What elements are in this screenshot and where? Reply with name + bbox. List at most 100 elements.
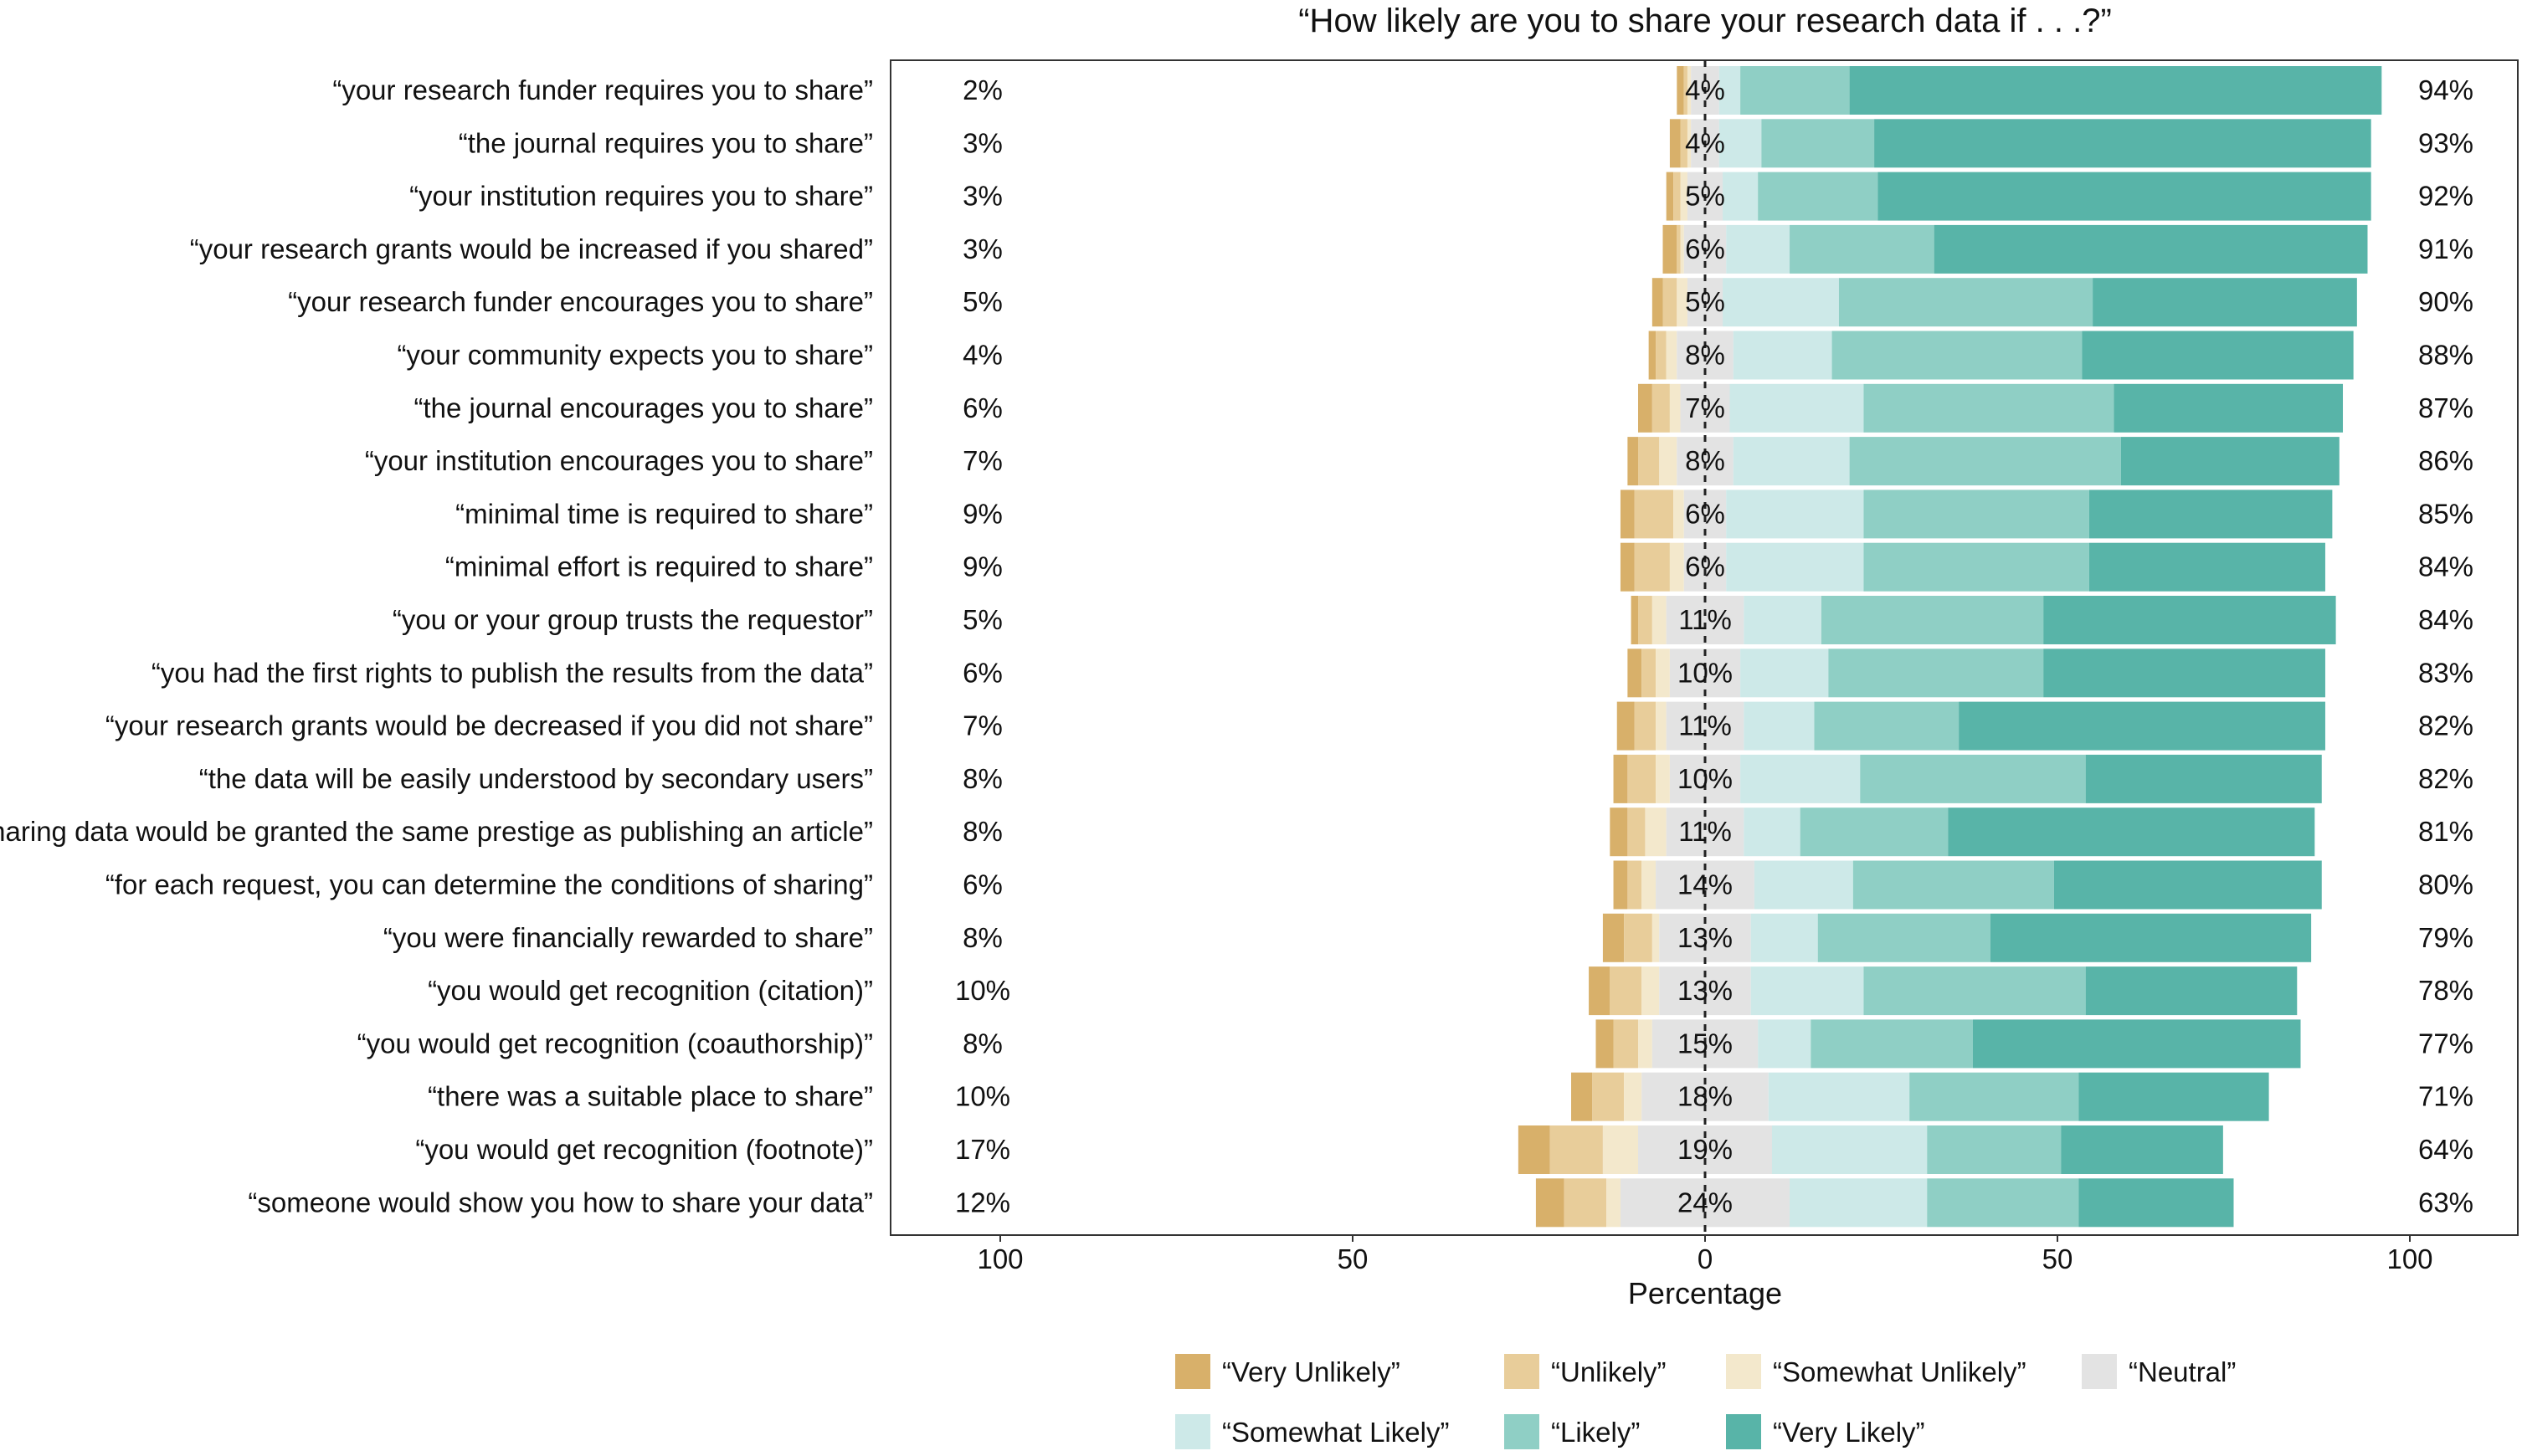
bar-segment <box>1790 224 1934 274</box>
left-percent-label: 4% <box>963 340 1003 371</box>
left-percent-label: 8% <box>963 816 1003 847</box>
bar-segment <box>1606 1178 1621 1228</box>
right-percent-label: 86% <box>2418 445 2473 476</box>
bar-segment <box>1662 224 1677 274</box>
x-tick-label: 50 <box>2042 1243 2073 1274</box>
legend-label: “Likely” <box>1551 1417 1640 1448</box>
bar-segment <box>1754 860 1853 910</box>
center-percent-label: 6% <box>1685 233 1725 264</box>
right-percent-label: 90% <box>2418 286 2473 317</box>
x-tick-label: 0 <box>1698 1243 1713 1274</box>
left-percent-label: 17% <box>955 1134 1010 1165</box>
category-label: “someone would show you how to share you… <box>248 1187 873 1218</box>
bar-segment <box>1740 649 1829 698</box>
category-label: “you would get recognition (footnote)” <box>415 1134 873 1165</box>
right-percent-label: 92% <box>2418 181 2473 212</box>
bar-segment <box>1656 331 1667 380</box>
legend-swatch <box>1175 1354 1210 1389</box>
legend-label: “Unlikely” <box>1551 1356 1667 1387</box>
bar-segment <box>1758 172 1878 221</box>
bar-segment <box>1673 172 1681 221</box>
x-tick-label: 100 <box>977 1243 1023 1274</box>
right-percent-label: 79% <box>2418 922 2473 953</box>
bar-segment <box>1723 172 1759 221</box>
bar-segment <box>1838 278 2093 327</box>
center-percent-label: 6% <box>1685 498 1725 529</box>
bar-segment <box>1624 913 1652 962</box>
bar-segment <box>1627 860 1642 910</box>
bar-segment <box>1729 383 1864 433</box>
bar-segment <box>1673 490 1684 539</box>
left-percent-label: 3% <box>963 181 1003 212</box>
bar-segment <box>1634 542 1670 592</box>
x-axis: 100 50 0 50 100 <box>977 1235 2433 1274</box>
bar-segment <box>2085 754 2322 803</box>
left-percent-label: 7% <box>963 710 1003 741</box>
bar-segment <box>1602 913 1625 962</box>
category-label: “there was a suitable place to share” <box>428 1081 873 1112</box>
left-percent-label: 9% <box>963 551 1003 582</box>
bar-segment <box>1595 1019 1614 1069</box>
center-percent-label: 11% <box>1678 604 1732 635</box>
category-label: “your research funder requires you to sh… <box>332 74 873 105</box>
bar-segment <box>1800 807 1949 857</box>
bar-segment <box>1627 649 1642 698</box>
category-label: “your institution encourages you to shar… <box>365 445 873 476</box>
center-percent-label: 8% <box>1685 340 1725 371</box>
right-percent-label: 93% <box>2418 127 2473 158</box>
bar-segment <box>1680 224 1684 274</box>
bar-segment <box>2043 596 2336 644</box>
bar-segment <box>1740 754 1861 803</box>
right-percent-label: 64% <box>2418 1134 2473 1165</box>
bar-segment <box>1718 66 1741 115</box>
right-percent-label: 83% <box>2418 657 2473 688</box>
bar-segment <box>1535 1178 1564 1228</box>
center-percent-label: 15% <box>1677 1028 1733 1059</box>
bar-segment <box>1638 437 1660 486</box>
bar-segment <box>2061 1125 2223 1174</box>
left-percent-label: 2% <box>963 74 1003 105</box>
bar-segment <box>1659 437 1677 486</box>
bar-segment <box>1638 383 1652 433</box>
right-percent-label: 81% <box>2418 816 2473 847</box>
center-percent-label: 13% <box>1677 975 1733 1006</box>
right-percent-label: 78% <box>2418 975 2473 1006</box>
category-label: “for each request, you can determine the… <box>105 869 873 900</box>
bar-segment <box>1909 1072 2079 1121</box>
percentage-labels: 2% 4% 94% 3% 4% 93% 3% 5% 92% 3% 6% 91% 5% 5% 90% 4% 8% 8… <box>955 74 2473 1218</box>
center-percent-label: 10% <box>1677 763 1733 794</box>
bar-segment <box>1726 542 1864 592</box>
right-percent-label: 91% <box>2418 233 2473 264</box>
bar-segment <box>1549 1125 1603 1174</box>
bar-segment <box>1990 913 2312 962</box>
bar-segment <box>1602 1125 1639 1174</box>
bar-segment <box>1631 596 1639 644</box>
bar-segment <box>1627 754 1657 803</box>
bar-segment <box>1638 1019 1652 1069</box>
bar-segment <box>1927 1178 2079 1228</box>
bar-segment <box>1959 701 2325 751</box>
bar-segment <box>1624 1072 1642 1121</box>
bar-segment <box>1651 383 1670 433</box>
bar-segment <box>1771 1125 1928 1174</box>
bar-segment <box>1613 860 1628 910</box>
bar-segment <box>1518 1125 1550 1174</box>
left-percent-label: 10% <box>955 975 1010 1006</box>
bar-segment <box>1610 966 1642 1016</box>
bar-segment <box>1627 437 1639 486</box>
bar-segment <box>1641 860 1657 910</box>
bar-segment <box>1849 437 2121 486</box>
category-label: “you or your group trusts the requestor” <box>393 604 873 635</box>
bar-segment <box>1620 542 1635 592</box>
bar-segment <box>1948 807 2315 857</box>
bar-segment <box>1627 807 1646 857</box>
bar-segment <box>1733 437 1850 486</box>
category-labels: “your research funder requires you to sh… <box>0 74 873 1218</box>
right-percent-label: 84% <box>2418 604 2473 635</box>
bar-segment <box>2088 542 2325 592</box>
left-percent-label: 6% <box>963 657 1003 688</box>
bar-segment <box>1687 119 1692 168</box>
bar-segment <box>1750 913 1818 962</box>
bar-segment <box>1677 278 1687 327</box>
